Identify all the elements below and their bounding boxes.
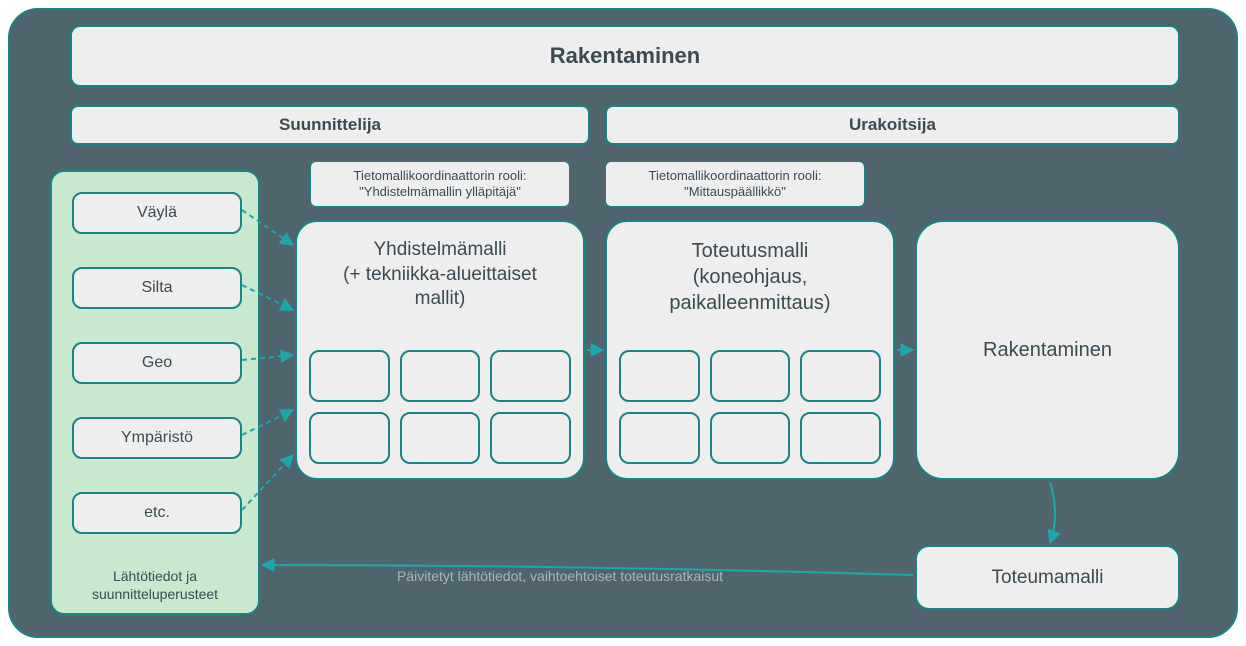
disciplines-container: Väylä Silta Geo Ympäristö etc. Lähtötied… (50, 170, 260, 615)
mini-cell (400, 412, 481, 464)
node-toteutusmalli: Toteutusmalli (koneohjaus, paikalleenmit… (605, 220, 895, 480)
role-note-right-line2: "Mittauspäällikkö" (684, 184, 786, 200)
column-header-left-text: Suunnittelija (279, 115, 381, 135)
node-yhdistelmamalli-title: Yhdistelmämalli (+ tekniikka-alueittaise… (297, 238, 583, 312)
discipline-label: Väylä (137, 204, 177, 222)
mini-cell (309, 350, 390, 402)
mini-cell (619, 412, 700, 464)
node-yhdistelmamalli: Yhdistelmämalli (+ tekniikka-alueittaise… (295, 220, 585, 480)
mini-cell (710, 412, 791, 464)
discipline-box: Silta (72, 267, 242, 309)
mini-cell (710, 350, 791, 402)
mini-cell (490, 412, 571, 464)
discipline-label: Geo (142, 354, 172, 372)
discipline-label: Ympäristö (121, 429, 193, 447)
discipline-box: Väylä (72, 192, 242, 234)
node-rakentaminen-title: Rakentaminen (917, 222, 1178, 478)
discipline-label: etc. (144, 504, 170, 522)
mini-cell (619, 350, 700, 402)
node-toteutusmalli-title: Toteutusmalli (koneohjaus, paikalleenmit… (607, 238, 893, 316)
discipline-box: Geo (72, 342, 242, 384)
feedback-text: Päivitetyt lähtötiedot, vaihtoehtoiset t… (310, 568, 810, 584)
column-header-right: Urakoitsija (605, 105, 1180, 145)
role-note-right: Tietomallikoordinaattorin rooli: "Mittau… (605, 161, 865, 207)
role-note-left-line1: Tietomallikoordinaattorin rooli: (354, 168, 527, 184)
mini-cell (490, 350, 571, 402)
role-note-left: Tietomallikoordinaattorin rooli: "Yhdist… (310, 161, 570, 207)
mini-grid (309, 350, 571, 464)
node-toteumamalli-text: Toteumamalli (992, 567, 1104, 589)
node-toteumamalli: Toteumamalli (915, 545, 1180, 610)
node-rakentaminen: Rakentaminen (915, 220, 1180, 480)
title-text: Rakentaminen (550, 43, 700, 69)
discipline-box: Ympäristö (72, 417, 242, 459)
mini-cell (800, 412, 881, 464)
title-box: Rakentaminen (70, 25, 1180, 87)
column-header-left: Suunnittelija (70, 105, 590, 145)
disciplines-caption-line2: suunnitteluperusteet (92, 586, 218, 602)
mini-cell (309, 412, 390, 464)
column-header-right-text: Urakoitsija (849, 115, 936, 135)
role-note-right-line1: Tietomallikoordinaattorin rooli: (649, 168, 822, 184)
disciplines-caption-line1: Lähtötiedot ja (113, 568, 197, 584)
discipline-label: Silta (141, 279, 172, 297)
mini-grid (619, 350, 881, 464)
disciplines-caption: Lähtötiedot ja suunnitteluperusteet (52, 567, 258, 603)
mini-cell (400, 350, 481, 402)
discipline-box: etc. (72, 492, 242, 534)
role-note-left-line2: "Yhdistelmämallin ylläpitäjä" (359, 184, 521, 200)
diagram-canvas: Rakentaminen Suunnittelija Urakoitsija T… (8, 8, 1238, 638)
mini-cell (800, 350, 881, 402)
